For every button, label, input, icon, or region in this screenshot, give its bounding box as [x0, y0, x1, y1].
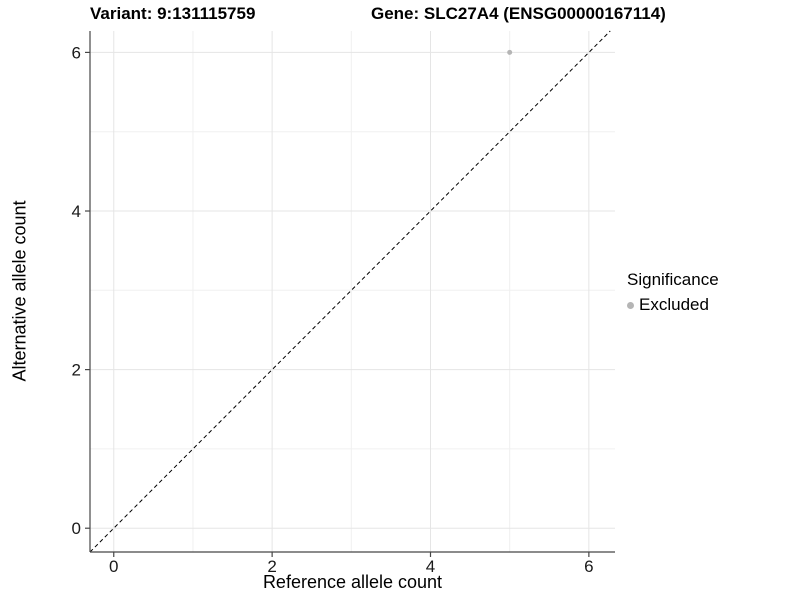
gene-title: Gene: SLC27A4 (ENSG00000167114)	[371, 4, 666, 23]
legend-entry: Excluded	[627, 295, 719, 315]
identity-line	[89, 30, 611, 553]
y-axis-title: Alternative allele count	[9, 200, 30, 382]
y-tick-label: 0	[72, 519, 81, 538]
y-tick-label: 6	[72, 43, 81, 62]
legend: Significance Excluded	[627, 270, 719, 315]
x-tick-label: 4	[426, 557, 435, 576]
legend-entry-label: Excluded	[639, 295, 709, 314]
x-tick-label: 2	[267, 557, 276, 576]
x-tick-label: 0	[109, 557, 118, 576]
x-tick-label: 6	[584, 557, 593, 576]
data-point	[507, 49, 513, 55]
x-axis-title: Reference allele count	[262, 572, 443, 592]
variant-title: Variant: 9:131115759	[90, 4, 256, 23]
legend-title: Significance	[627, 270, 719, 289]
y-tick-label: 4	[72, 202, 81, 221]
y-tick-label: 2	[72, 361, 81, 380]
legend-point-icon	[627, 301, 634, 309]
